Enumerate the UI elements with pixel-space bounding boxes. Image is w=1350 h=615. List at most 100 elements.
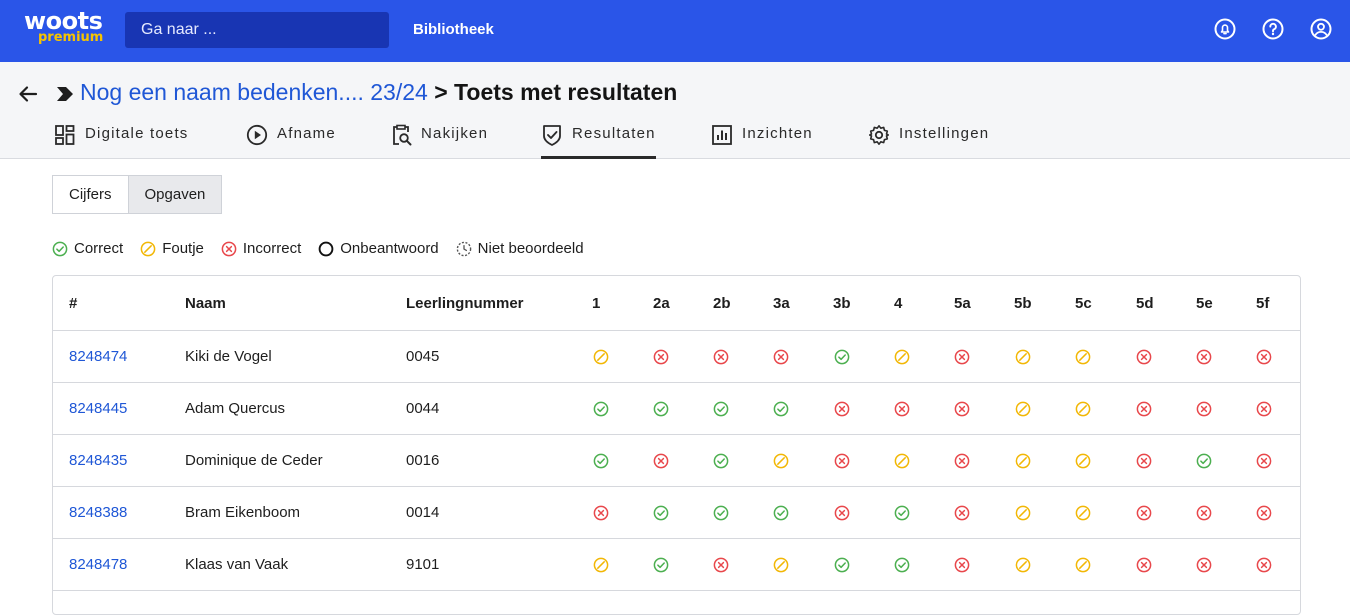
question-result-cell[interactable]: [834, 331, 850, 382]
bell-icon[interactable]: [1214, 18, 1236, 40]
question-result-cell[interactable]: [834, 487, 850, 538]
column-header-question[interactable]: 5c: [1075, 294, 1092, 312]
question-result-cell[interactable]: [1256, 539, 1272, 590]
student-id-link[interactable]: 8248435: [69, 452, 128, 469]
question-result-cell[interactable]: [1075, 539, 1091, 590]
column-header-question[interactable]: 3a: [773, 294, 790, 312]
question-result-cell[interactable]: [773, 487, 789, 538]
column-header-question[interactable]: 2b: [713, 294, 731, 312]
question-result-cell[interactable]: [1075, 487, 1091, 538]
nav-link-bibliotheek[interactable]: Bibliotheek: [413, 21, 494, 38]
question-result-cell[interactable]: [653, 383, 669, 434]
question-result-cell[interactable]: [954, 539, 970, 590]
question-result-cell[interactable]: [653, 539, 669, 590]
question-result-cell[interactable]: [1196, 539, 1212, 590]
help-icon[interactable]: [1262, 18, 1284, 40]
column-header-leerlingnummer[interactable]: Leerlingnummer: [406, 294, 524, 312]
question-result-cell[interactable]: [894, 435, 910, 486]
question-result-cell[interactable]: [1075, 383, 1091, 434]
question-result-cell[interactable]: [834, 383, 850, 434]
question-result-cell[interactable]: [894, 487, 910, 538]
column-header-question[interactable]: 4: [894, 294, 903, 312]
question-result-cell[interactable]: [1015, 487, 1031, 538]
question-result-cell[interactable]: [954, 487, 970, 538]
account-icon[interactable]: [1310, 18, 1332, 40]
student-id-link[interactable]: 8248478: [69, 556, 128, 573]
question-result-cell[interactable]: [653, 487, 669, 538]
question-result-cell[interactable]: [1196, 331, 1212, 382]
table-row[interactable]: 8248388 Bram Eikenboom 0014: [53, 487, 1300, 539]
back-arrow-icon[interactable]: [18, 84, 38, 104]
student-id-link[interactable]: 8248445: [69, 400, 128, 417]
question-result-cell[interactable]: [1015, 383, 1031, 434]
question-result-cell[interactable]: [593, 539, 609, 590]
question-result-cell[interactable]: [1136, 435, 1152, 486]
segment-opgaven[interactable]: Opgaven: [128, 175, 223, 214]
column-header-question[interactable]: 5a: [954, 294, 971, 312]
question-result-cell[interactable]: [834, 435, 850, 486]
question-result-cell[interactable]: [593, 383, 609, 434]
question-result-cell[interactable]: [894, 331, 910, 382]
question-result-cell[interactable]: [1075, 435, 1091, 486]
column-header-question[interactable]: 2a: [653, 294, 670, 312]
question-result-cell[interactable]: [1196, 487, 1212, 538]
question-result-cell[interactable]: [1136, 331, 1152, 382]
column-header-question[interactable]: 5b: [1014, 294, 1032, 312]
tab-nakijken[interactable]: Nakijken: [390, 122, 488, 158]
question-result-cell[interactable]: [773, 331, 789, 382]
question-result-cell[interactable]: [954, 435, 970, 486]
column-header-naam[interactable]: Naam: [185, 294, 226, 312]
question-result-cell[interactable]: [894, 539, 910, 590]
column-header-question[interactable]: 5e: [1196, 294, 1213, 312]
question-result-cell[interactable]: [713, 487, 729, 538]
question-result-cell[interactable]: [1256, 331, 1272, 382]
question-result-cell[interactable]: [1136, 539, 1152, 590]
question-result-cell[interactable]: [1015, 331, 1031, 382]
question-result-cell[interactable]: [773, 383, 789, 434]
question-result-cell[interactable]: [1015, 539, 1031, 590]
student-id-link[interactable]: 8248388: [69, 504, 128, 521]
question-result-cell[interactable]: [713, 435, 729, 486]
tab-resultaten[interactable]: Resultaten: [541, 122, 656, 159]
student-id-link[interactable]: 8248474: [69, 348, 128, 365]
question-result-cell[interactable]: [593, 487, 609, 538]
table-row[interactable]: 8248474 Kiki de Vogel 0045: [53, 331, 1300, 383]
question-result-cell[interactable]: [653, 435, 669, 486]
question-result-cell[interactable]: [894, 383, 910, 434]
table-row[interactable]: 8248445 Adam Quercus 0044: [53, 383, 1300, 435]
column-header-question[interactable]: 5f: [1256, 294, 1270, 312]
column-header-question[interactable]: 3b: [833, 294, 851, 312]
question-result-cell[interactable]: [834, 539, 850, 590]
question-result-cell[interactable]: [1196, 383, 1212, 434]
woots-logo[interactable]: woots premium: [24, 7, 104, 45]
question-result-cell[interactable]: [1136, 383, 1152, 434]
question-result-cell[interactable]: [593, 331, 609, 382]
tab-instellingen[interactable]: Instellingen: [868, 122, 989, 158]
column-header-question[interactable]: 1: [592, 294, 601, 312]
search-input[interactable]: [125, 12, 389, 48]
question-result-cell[interactable]: [713, 539, 729, 590]
breadcrumb-course-link[interactable]: Nog een naam bedenken.... 23/24: [80, 79, 428, 105]
question-result-cell[interactable]: [1136, 487, 1152, 538]
question-result-cell[interactable]: [1196, 435, 1212, 486]
question-result-cell[interactable]: [713, 331, 729, 382]
table-row[interactable]: 8248435 Dominique de Ceder 0016: [53, 435, 1300, 487]
segment-cijfers[interactable]: Cijfers: [52, 175, 129, 214]
question-result-cell[interactable]: [954, 331, 970, 382]
question-result-cell[interactable]: [1256, 383, 1272, 434]
question-result-cell[interactable]: [954, 383, 970, 434]
tab-inzichten[interactable]: Inzichten: [711, 122, 813, 158]
question-result-cell[interactable]: [1256, 435, 1272, 486]
table-row[interactable]: 8248478 Klaas van Vaak 9101: [53, 539, 1300, 591]
question-result-cell[interactable]: [713, 383, 729, 434]
tab-digitale-toets[interactable]: Digitale toets: [54, 122, 189, 158]
question-result-cell[interactable]: [593, 435, 609, 486]
column-header-id[interactable]: #: [69, 294, 78, 312]
question-result-cell[interactable]: [773, 435, 789, 486]
question-result-cell[interactable]: [653, 331, 669, 382]
question-result-cell[interactable]: [1256, 487, 1272, 538]
column-header-question[interactable]: 5d: [1136, 294, 1154, 312]
tab-afname[interactable]: Afname: [246, 122, 336, 158]
question-result-cell[interactable]: [773, 539, 789, 590]
question-result-cell[interactable]: [1015, 435, 1031, 486]
